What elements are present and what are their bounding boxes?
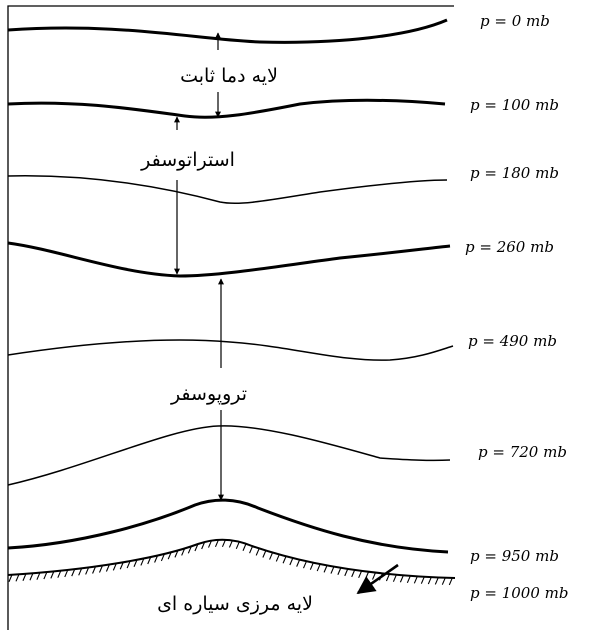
label-boundary-layer: لایه مرزی سیاره ای <box>157 593 313 615</box>
arrow-boundary-layer <box>356 563 399 595</box>
surface-p720 <box>7 425 451 486</box>
ground-hatch-tick <box>147 556 152 565</box>
ground-hatch-tick <box>413 576 418 584</box>
ground-hatch-tick <box>330 566 335 574</box>
ground-hatch-tick <box>181 548 186 556</box>
pressure-label-490: p = 490 mb <box>468 332 557 350</box>
ground-hatch-tick <box>140 558 145 566</box>
ground-hatch-tick <box>194 543 199 552</box>
ground-hatch-tick <box>262 550 267 558</box>
ground-hatch-tick <box>249 545 254 554</box>
pressure-label-180: p = 180 mb <box>470 164 559 182</box>
ground-hatch-tick <box>372 572 377 580</box>
ground-hatching <box>8 539 453 586</box>
ground-hatch-tick <box>448 577 453 586</box>
ground-hatch-tick <box>207 540 213 548</box>
ground-hatch-tick <box>22 573 27 581</box>
ground-hatch-tick <box>187 546 192 554</box>
ground-hatch-tick <box>365 571 370 579</box>
ground-hatch-tick <box>228 540 233 548</box>
ground-hatch-tick <box>302 560 307 569</box>
ground-hatch-tick <box>78 568 83 576</box>
ground-hatch-tick <box>105 564 110 572</box>
ground-hatch-tick <box>50 571 55 579</box>
pressure-label-100: p = 100 mb <box>470 96 559 114</box>
ground-hatch-tick <box>174 550 179 558</box>
ground-hatch-tick <box>351 569 356 578</box>
surface-p260 <box>7 241 451 278</box>
ground-hatch-tick <box>420 576 425 584</box>
ground-hatch-tick <box>112 563 117 571</box>
ground-hatch-tick <box>385 573 390 582</box>
surface-p490 <box>7 339 454 361</box>
ground-hatch-tick <box>221 539 226 548</box>
ground-hatch-tick <box>358 570 363 579</box>
ground-hatch-tick <box>434 577 439 585</box>
surface-p0 <box>7 18 448 44</box>
pressure-label-720: p = 720 mb <box>478 443 567 461</box>
ground-hatch-tick <box>29 573 34 581</box>
ground-hatch-tick <box>36 572 41 580</box>
pressure-label-1000: p = 1000 mb <box>470 584 568 602</box>
label-isothermal-layer: لایه دما ثابت <box>180 65 278 87</box>
ground-surface <box>7 538 456 579</box>
ground-hatch-tick <box>323 565 328 573</box>
ground-hatch-tick <box>392 574 397 582</box>
ground-hatch-tick <box>133 559 138 567</box>
ground-hatch-tick <box>344 568 349 577</box>
ground-hatch-tick <box>337 567 342 575</box>
ground-hatch-tick <box>119 562 124 570</box>
ground-hatch-tick <box>64 569 69 578</box>
ground-hatch-tick <box>71 568 76 577</box>
ground-hatch-tick <box>255 548 260 556</box>
pressure-label-260: p = 260 mb <box>465 238 554 256</box>
ground-hatch-tick <box>98 565 104 573</box>
ground-hatch-tick <box>399 575 404 583</box>
surface-p180 <box>7 175 448 204</box>
ground-hatch-tick <box>8 574 13 582</box>
diagram-frame <box>7 5 454 630</box>
ground-hatch-tick <box>316 563 321 572</box>
ground-hatch-tick <box>57 570 62 578</box>
pressure-label-950: p = 950 mb <box>470 547 559 565</box>
label-troposphere: تروپوسفر <box>170 383 247 405</box>
ground-hatch-tick <box>309 562 314 570</box>
label-stratosphere: استراتوسفر <box>140 149 235 171</box>
ground-hatch-tick <box>296 559 301 567</box>
ground-hatch-tick <box>126 560 131 569</box>
ground-hatch-tick <box>92 566 97 574</box>
ground-hatch-tick <box>235 541 240 550</box>
ground-hatch-tick <box>282 556 287 564</box>
ground-hatch-tick <box>154 555 159 563</box>
ground-hatch-tick <box>201 541 206 550</box>
ground-hatch-tick <box>427 576 432 585</box>
surface-p100 <box>7 98 446 119</box>
ground-hatch-tick <box>43 571 48 580</box>
ground-hatch-tick <box>441 577 446 585</box>
ground-hatch-tick <box>214 539 219 548</box>
ground-hatch-tick <box>160 553 165 562</box>
surface-p950 <box>7 498 449 554</box>
pressure-label-0: p = 0 mb <box>480 12 550 30</box>
ground-hatch-tick <box>269 552 274 560</box>
ground-hatch-tick <box>406 575 411 584</box>
ground-hatch-tick <box>289 557 294 566</box>
ground-hatch-tick <box>242 543 247 551</box>
ground-hatch-tick <box>275 554 280 562</box>
ground-hatch-tick <box>15 574 20 582</box>
ground-hatch-tick <box>85 567 90 575</box>
ground-hatch-tick <box>167 551 172 560</box>
